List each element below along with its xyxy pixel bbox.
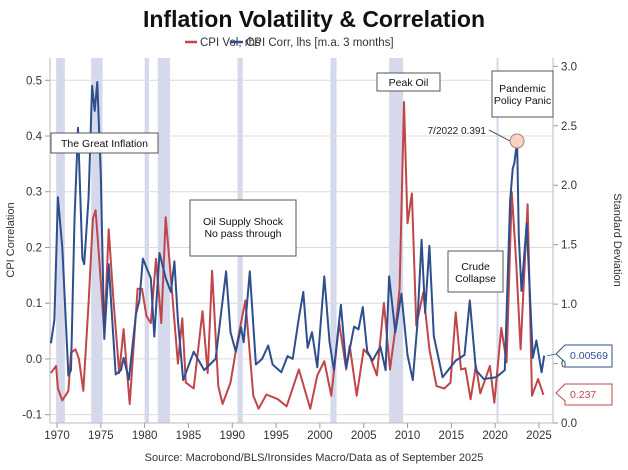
y-tick-label-left: 0.2: [26, 242, 42, 254]
recession-band: [496, 58, 499, 423]
y-tick-label-right: 1.5: [561, 240, 577, 252]
callout-leader: [488, 129, 511, 142]
y-tick-label-left: 0.1: [26, 298, 42, 310]
gridlines: [50, 79, 553, 416]
series-line-cpi-corr: [49, 81, 546, 382]
annotation-great-inflation: The Great Inflation: [50, 132, 159, 154]
y-axis-label-left: CPI Correlation: [5, 202, 17, 277]
last-value-flags: 0.00569 0.237: [547, 344, 613, 406]
x-tick-label: 1995: [263, 430, 289, 442]
x-tick-label: 2025: [526, 430, 552, 442]
x-tick-label: 2000: [307, 430, 333, 442]
flag-corr-value: 0.00569: [570, 350, 608, 362]
flag-corr-leader: [547, 353, 557, 357]
y-tick-label-left: 0.3: [26, 187, 42, 199]
y-tick-label-left: 0.4: [26, 131, 43, 143]
annotation-text: Crude: [461, 261, 490, 273]
source-note: Source: Macrobond/BLS/Ironsides Macro/Da…: [145, 452, 484, 464]
recession-band: [144, 58, 150, 423]
callout-marker: [509, 133, 525, 149]
annotation-peak-oil: Peak Oil: [376, 72, 441, 92]
recession-band: [330, 58, 337, 423]
y-tick-label-right: 0.0: [561, 418, 577, 430]
y-tick-label-right: 2.5: [561, 121, 577, 133]
flag-vol-value: 0.237: [570, 389, 596, 401]
annotation-text: The Great Inflation: [61, 138, 148, 150]
annotation-pandemic: Pandemic Policy Panic: [491, 70, 554, 118]
recession-band: [56, 58, 65, 423]
y-tick-label-right: 2.0: [561, 180, 577, 192]
y-tick-label-right: 3.0: [561, 61, 577, 73]
chart-title: Inflation Volatility & Correlation: [143, 6, 485, 32]
x-tick-label: 2020: [482, 430, 508, 442]
annotation-oil-supply-shock: Oil Supply Shock No pass through: [189, 199, 297, 257]
x-tick-label: 2010: [395, 430, 421, 442]
y-tick-label-left: 0.5: [26, 75, 42, 87]
y-tick-label-right: 1.0: [561, 299, 577, 311]
annotation-crude-collapse: Crude Collapse: [447, 250, 504, 293]
annotation-text: Peak Oil: [389, 77, 429, 89]
x-tick-label: 1990: [219, 430, 245, 442]
series-lines: [49, 81, 546, 410]
flag-vol-box: [555, 383, 613, 406]
x-tick-label: 1980: [132, 430, 158, 442]
annotation-text: Pandemic: [499, 83, 546, 95]
y-tick-label-left: 0.0: [26, 354, 42, 366]
x-tick-label: 2015: [439, 430, 465, 442]
flag-corr-box: [555, 344, 613, 368]
legend: CPI Vol, rhs CPI Corr, lhs [m.a. 3 month…: [185, 37, 394, 49]
recession-band: [389, 58, 404, 423]
x-tick-label: 1975: [88, 430, 114, 442]
series-line-cpi-vol: [50, 101, 545, 410]
legend-label-corr: CPI Corr, lhs [m.a. 3 months]: [246, 37, 394, 49]
x-tick-label: 1970: [44, 430, 70, 442]
annotation-text: Oil Supply Shock: [203, 216, 284, 228]
peak-callout: 7/2022 0.391: [428, 126, 525, 149]
y-axis-label-right: Standard Deviation: [611, 193, 623, 287]
annotation-text: Collapse: [455, 273, 496, 285]
x-tick-label: 2005: [351, 430, 377, 442]
legend-label-vol: CPI Vol, rhs: [200, 37, 261, 49]
callout-label: 7/2022 0.391: [428, 126, 487, 137]
annotation-text: Policy Panic: [494, 95, 551, 107]
x-tick-label: 1985: [176, 430, 202, 442]
annotation-text: No pass through: [204, 228, 281, 240]
y-tick-label-left: -0.1: [22, 410, 42, 422]
